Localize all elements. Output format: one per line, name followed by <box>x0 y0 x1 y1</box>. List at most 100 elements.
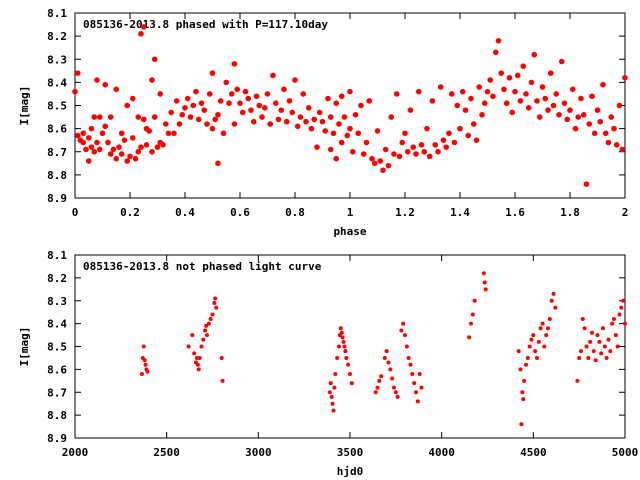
data-point <box>91 148 98 155</box>
data-point <box>278 107 285 113</box>
data-point <box>429 98 436 104</box>
x-tick-label: 2000 <box>62 446 89 459</box>
data-point <box>421 148 428 155</box>
data-point <box>184 95 191 102</box>
data-point <box>487 77 494 83</box>
data-point <box>437 84 444 90</box>
data-point <box>206 321 211 326</box>
data-point <box>599 351 604 356</box>
data-point <box>182 105 188 111</box>
data-point <box>451 139 458 146</box>
data-point <box>391 151 397 157</box>
data-point <box>459 88 466 95</box>
data-point <box>330 401 335 406</box>
data-point <box>591 130 598 137</box>
data-point <box>335 355 340 360</box>
data-point <box>404 148 411 155</box>
data-point <box>234 86 241 93</box>
data-point <box>375 385 380 390</box>
data-point <box>388 367 393 372</box>
data-point <box>192 351 197 356</box>
data-point <box>525 105 532 111</box>
data-point <box>142 358 147 363</box>
data-point <box>343 349 348 354</box>
data-point <box>521 397 526 402</box>
data-point <box>377 378 382 383</box>
data-point <box>328 381 333 386</box>
x-tick-label: 3500 <box>337 446 364 459</box>
data-point <box>194 355 199 360</box>
data-point <box>540 321 545 326</box>
data-point <box>139 371 144 376</box>
data-point <box>190 333 195 338</box>
data-point <box>195 116 202 123</box>
data-point <box>96 114 103 120</box>
x-axis-label: phase <box>333 225 366 238</box>
data-point <box>382 146 389 153</box>
data-point <box>546 326 550 331</box>
data-point <box>349 148 356 155</box>
data-point <box>544 333 549 338</box>
x-axis-label: hjd0 <box>337 465 364 478</box>
data-point <box>190 102 197 109</box>
data-point <box>340 335 345 340</box>
data-point <box>479 111 485 118</box>
chart-title: 085136-2013.8 phased with P=117.10day <box>83 18 328 31</box>
data-point <box>209 70 216 76</box>
data-point <box>127 153 133 160</box>
data-point <box>435 148 441 155</box>
data-point <box>531 51 538 58</box>
data-point <box>135 148 142 155</box>
data-point <box>503 100 510 106</box>
data-point <box>402 130 408 137</box>
data-point <box>358 102 364 109</box>
y-tick-label: 8.1 <box>47 7 67 20</box>
data-point <box>462 107 469 113</box>
data-point <box>542 95 549 102</box>
data-point <box>440 137 447 143</box>
chart-title: 085136-2013.8 not phased light curve <box>83 260 322 273</box>
data-point <box>524 362 528 367</box>
data-point <box>531 333 536 338</box>
y-tick-label: 8.5 <box>47 100 67 113</box>
data-point <box>338 326 343 331</box>
data-point <box>593 358 598 363</box>
data-point <box>446 130 452 137</box>
data-point <box>327 146 334 153</box>
x-tick-label: 1.2 <box>395 206 415 219</box>
data-point <box>195 362 200 367</box>
data-point <box>514 72 521 79</box>
y-tick-label: 8.2 <box>47 272 67 285</box>
data-point <box>124 158 131 164</box>
data-point <box>113 155 120 162</box>
data-point <box>484 88 491 95</box>
data-point <box>468 95 474 102</box>
data-point <box>210 312 215 317</box>
data-point <box>602 130 609 137</box>
data-point <box>113 86 120 93</box>
data-point <box>470 312 475 317</box>
data-point <box>80 130 87 137</box>
data-point <box>384 349 389 354</box>
data-point <box>523 91 529 97</box>
data-point <box>212 301 217 306</box>
data-point <box>286 98 293 104</box>
data-point <box>363 139 370 146</box>
data-points <box>72 24 628 187</box>
data-point <box>481 271 486 276</box>
data-point <box>336 121 342 127</box>
data-point <box>401 321 406 326</box>
data-point <box>151 56 158 63</box>
data-point <box>145 369 150 374</box>
data-point <box>621 298 626 303</box>
data-point <box>342 344 347 349</box>
y-tick-label: 8.6 <box>47 363 67 376</box>
data-point <box>403 333 407 338</box>
data-point <box>168 109 175 116</box>
data-point <box>121 137 128 143</box>
data-point <box>204 121 210 127</box>
data-point <box>129 95 136 102</box>
data-point <box>608 349 613 354</box>
